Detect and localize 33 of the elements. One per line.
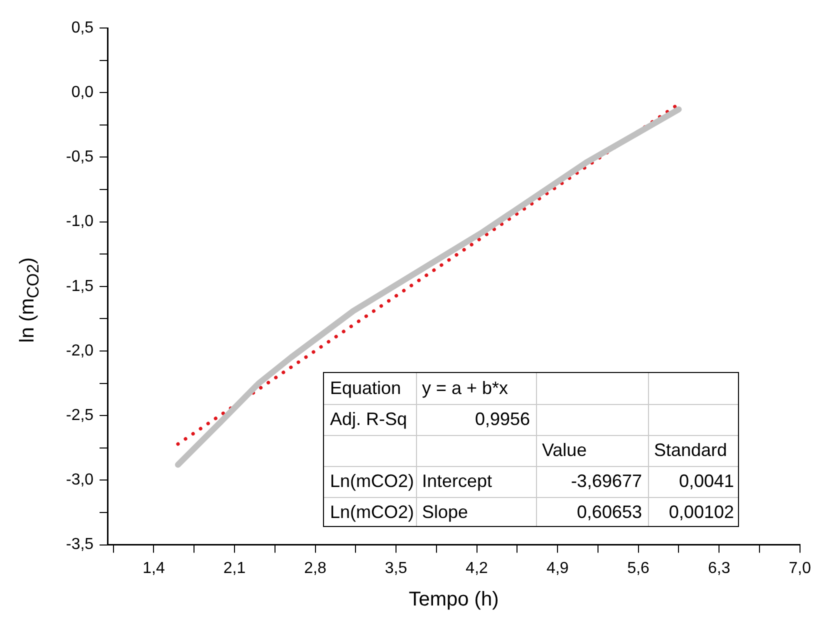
x-axis-title: Tempo (h) <box>408 588 499 611</box>
annotation: 0,60653 <box>576 501 642 524</box>
annotation: Intercept <box>422 470 494 493</box>
annotation: 0,00102 <box>668 501 734 524</box>
annotation: Equation <box>330 377 402 400</box>
annotation: 0,9956 <box>474 408 530 431</box>
x-tick-label: 7,0 <box>788 560 812 577</box>
x-tick-label: 3,5 <box>384 560 408 577</box>
annotation: Ln(mCO2) <box>330 501 414 524</box>
y-tick-label: -3,5 <box>66 536 94 554</box>
y-tick-label: -0,5 <box>66 148 94 166</box>
x-tick-label: 4,2 <box>466 560 488 577</box>
annotation: Value <box>542 439 588 462</box>
annotation: -3,69677 <box>570 470 642 493</box>
annotation: Adj. R-Sq <box>330 408 408 431</box>
x-tick-label: 2,1 <box>223 560 246 577</box>
x-tick-label: 2,8 <box>304 560 326 577</box>
y-tick-label: 0,5 <box>71 19 94 36</box>
y-tick-label: -2,0 <box>66 342 94 360</box>
x-tick-label: 6,3 <box>708 560 730 577</box>
x-tick-label: 1,4 <box>142 560 165 577</box>
y-tick-label: -3,0 <box>66 472 94 489</box>
annotation: y = a + b*x <box>422 377 510 400</box>
y-tick-label: -1,5 <box>66 278 94 295</box>
y-tick-label: -1,0 <box>66 213 94 230</box>
annotation: Ln(mCO2) <box>330 470 414 493</box>
y-tick-label: -2,5 <box>66 407 94 424</box>
x-tick-label: 5,6 <box>627 560 650 577</box>
annotation: 0,0041 <box>678 470 734 493</box>
y-tick-label: 0,0 <box>71 84 94 102</box>
annotation: Standard <box>654 439 728 462</box>
x-tick-label: 4,9 <box>546 560 569 577</box>
annotation: Slope <box>422 501 470 524</box>
